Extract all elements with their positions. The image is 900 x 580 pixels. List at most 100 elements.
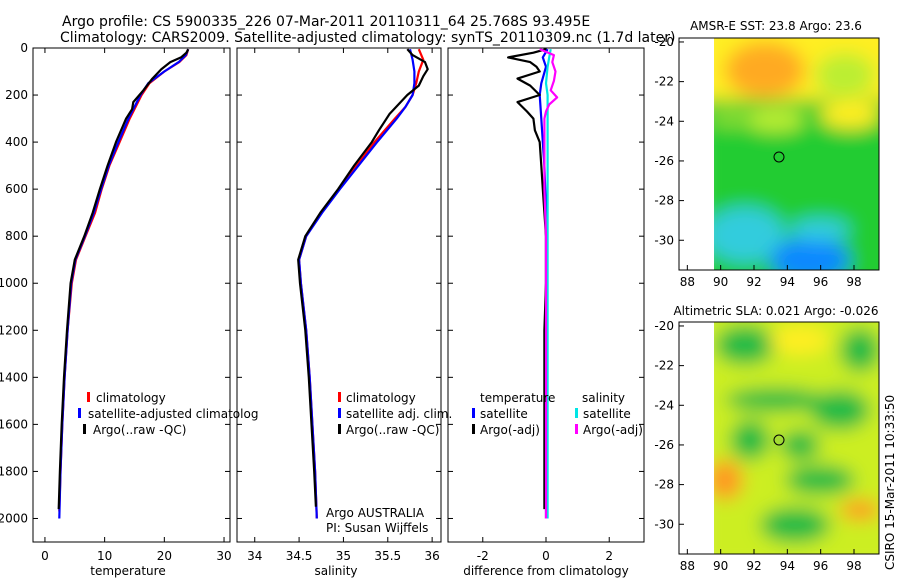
sst-xtick-label: 92 [746,275,761,289]
depth-ytick-label: 1000 [0,276,28,290]
salinity-xtick-label: 35 [336,549,351,563]
salinity-axes-box [236,47,442,543]
legend-swatch-climatology [87,392,90,402]
difference-xtick-label: 2 [605,549,613,563]
salinity-xtick-label: 35.5 [374,549,401,563]
salinity-annotation-1: Argo AUSTRALIA [326,506,425,520]
salinity-ticks: 34 34.5 35 35.5 36 [237,47,441,563]
sla-xtick-label: 90 [713,559,728,573]
sla-xtick-label: 94 [780,559,795,573]
sla-ytick-label: -20 [654,319,674,333]
sst-ytick-label: -22 [654,75,674,89]
sla-map-field [714,322,879,554]
difference-xtick-label: 0 [542,549,550,563]
difference-series-salinity-satellite [544,49,552,519]
sst-ytick-label: -28 [654,194,674,208]
sla-ytick-label: -24 [654,398,674,412]
difference-xtick-label: -2 [477,549,489,563]
legend-label-argo: Argo(..raw -QC) [346,423,439,437]
depth-ytick-label: 800 [5,229,28,243]
legend-swatch-satellite [338,408,341,418]
salinity-xtick-label: 34 [247,549,262,563]
temperature-series-climatology [58,48,190,512]
depth-ytick-label: 1600 [0,417,28,431]
salinity-series-climatology [298,48,425,519]
legend-swatch-argo [338,424,341,434]
sla-xtick-label: 98 [846,559,861,573]
sst-xtick-label: 94 [780,275,795,289]
sst-ytick-label: -24 [654,114,674,128]
legend-label-climatology: climatology [96,391,166,405]
salinity-panel: 34 34.5 35 35.5 36 salinity climatology sate… [236,47,452,578]
legend-label-sal-satellite: satellite [583,407,631,421]
salinity-legend: climatology satellite adj. clim. Argo(..… [338,391,452,437]
legend-label-temp-argo: Argo(-adj) [480,423,540,437]
salinity-xtick-label: 36 [424,549,439,563]
sla-xtick-label: 96 [813,559,828,573]
sst-argo-location-marker [773,151,785,163]
depth-ytick-label: 200 [5,88,28,102]
sla-ytick-label: -22 [654,359,674,373]
legend-swatch-temp-argo [472,424,475,434]
salinity-xlabel: salinity [314,564,357,578]
legend-label-satellite: satellite adj. clim. [346,407,452,421]
depth-ytick-label: 1200 [0,323,28,337]
sla-ytick-label: -30 [654,517,674,531]
difference-panel: -2 0 2 difference from climatology tempera… [447,47,645,578]
sla-map-title: Altimetric SLA: 0.021 Argo: -0.026 [673,304,878,318]
depth-ytick-label: 600 [5,182,28,196]
temperature-lines [57,48,190,519]
sst-map-ticks: 88 90 92 94 96 98 -20 -22 -24 -26 -28 -30 [654,35,861,289]
depth-ytick-label: 1800 [0,464,28,478]
difference-ticks: -2 0 2 [448,47,644,563]
sst-xtick-label: 96 [813,275,828,289]
difference-series-temperature-argo-adj [507,48,548,510]
sst-ytick-label: -20 [654,35,674,49]
temperature-xlabel: temperature [90,564,165,578]
sla-map-frame [678,321,880,555]
side-timestamp: CSIRO 15-Mar-2011 10:33:50 [883,395,897,570]
legend-title-temperature: temperature [480,391,555,405]
legend-swatch-climatology [338,392,341,402]
salinity-lines [297,48,429,519]
figure-title-line1: Argo profile: CS 5900335_226 07-Mar-2011… [62,14,590,30]
difference-lines [507,48,559,519]
legend-title-salinity: salinity [582,391,625,405]
legend-swatch-sal-argo [575,424,578,434]
temperature-xtick-label: 0 [41,549,49,563]
salinity-series-satellite [298,48,416,519]
difference-legend: temperature salinity satellite Argo(-adj… [472,391,643,437]
depth-ytick-label: 400 [5,135,28,149]
sla-ytick-label: -28 [654,478,674,492]
salinity-annotation-2: PI: Susan Wijffels [326,521,428,535]
temperature-ticks: 0 10 20 30 0 200 400 600 800 1000 1200 1400 1600 1800… [0,41,232,563]
temperature-panel: 0 10 20 30 0 200 400 600 800 1000 1200 1400 1600 1800… [0,41,258,578]
legend-label-temp-satellite: satellite [480,407,528,421]
temperature-series-argo-raw-qc [57,48,190,510]
sla-xtick-label: 88 [680,559,695,573]
temperature-xtick-label: 20 [157,549,172,563]
temperature-xtick-label: 30 [216,549,231,563]
legend-swatch-satellite [78,408,81,418]
sst-xtick-label: 90 [713,275,728,289]
sla-ytick-label: -26 [654,438,674,452]
figure-title-line2: Climatology: CARS2009. Satellite-adjuste… [60,30,675,46]
sst-map-title: AMSR-E SST: 23.8 Argo: 23.6 [690,19,862,33]
sst-ytick-label: -30 [654,233,674,247]
difference-series-salinity-argo-adj [539,48,559,519]
depth-ytick-label: 0 [20,41,28,55]
sla-xtick-label: 92 [746,559,761,573]
temperature-legend: climatology satellite-adjusted climatolo… [78,391,258,437]
sla-map-ticks: 88 90 92 94 96 98 -20 -22 -24 -26 -28 -30 [654,319,861,573]
legend-label-sal-argo: Argo(-adj) [583,423,643,437]
salinity-series-argo-raw-qc [297,48,429,507]
sst-xtick-label: 98 [846,275,861,289]
depth-ytick-label: 2000 [0,511,28,525]
temperature-xtick-label: 10 [97,549,112,563]
sst-map-panel: AMSR-E SST: 23.8 Argo: 23.6 88 90 92 94 96 98… [654,19,880,289]
temperature-series-satellite [58,48,190,519]
temperature-axes-box [32,47,231,543]
legend-swatch-sal-satellite [575,408,578,418]
sst-map-frame [678,37,880,271]
